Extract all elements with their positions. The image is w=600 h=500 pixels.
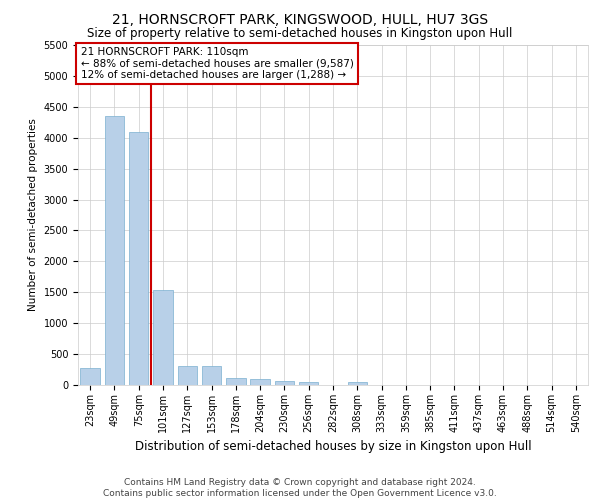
Bar: [178, 366, 197, 385]
Text: 21, HORNSCROFT PARK, KINGSWOOD, HULL, HU7 3GS: 21, HORNSCROFT PARK, KINGSWOOD, HULL, HU…: [112, 12, 488, 26]
Text: Size of property relative to semi-detached houses in Kingston upon Hull: Size of property relative to semi-detach…: [88, 28, 512, 40]
Bar: [275, 382, 294, 385]
Bar: [347, 382, 367, 385]
Text: Contains HM Land Registry data © Crown copyright and database right 2024.
Contai: Contains HM Land Registry data © Crown c…: [103, 478, 497, 498]
Bar: [80, 368, 100, 385]
Bar: [250, 380, 270, 385]
Bar: [105, 116, 124, 385]
Bar: [299, 382, 319, 385]
Bar: [153, 290, 173, 385]
Text: 21 HORNSCROFT PARK: 110sqm
← 88% of semi-detached houses are smaller (9,587)
12%: 21 HORNSCROFT PARK: 110sqm ← 88% of semi…: [80, 46, 353, 80]
Y-axis label: Number of semi-detached properties: Number of semi-detached properties: [28, 118, 38, 312]
X-axis label: Distribution of semi-detached houses by size in Kingston upon Hull: Distribution of semi-detached houses by …: [134, 440, 532, 454]
Bar: [202, 366, 221, 385]
Bar: [226, 378, 245, 385]
Bar: [129, 132, 148, 385]
